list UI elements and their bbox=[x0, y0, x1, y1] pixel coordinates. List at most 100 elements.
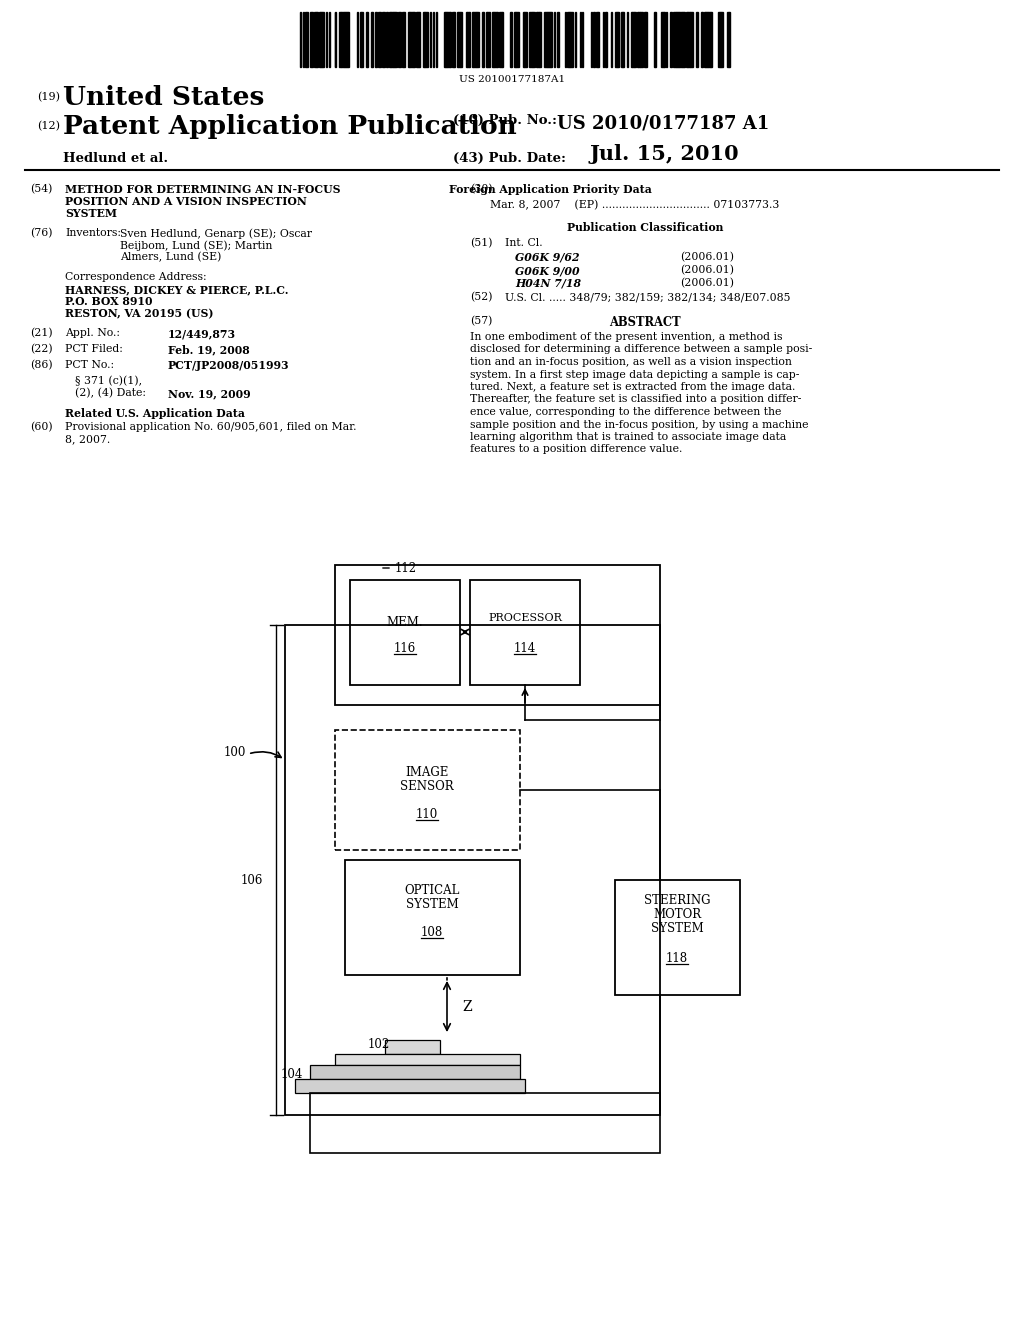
Bar bbox=[470, 579, 580, 685]
Bar bbox=[634, 12, 636, 67]
Text: (12): (12) bbox=[37, 121, 60, 131]
Text: ence value, corresponding to the difference between the: ence value, corresponding to the differe… bbox=[470, 407, 781, 417]
Bar bbox=[709, 12, 711, 67]
Bar bbox=[534, 12, 535, 67]
Text: OPTICAL: OPTICAL bbox=[404, 883, 460, 896]
Bar bbox=[310, 1065, 520, 1078]
Text: (2), (4) Date:: (2), (4) Date: bbox=[75, 388, 146, 399]
Bar bbox=[536, 12, 538, 67]
Text: tion and an in-focus position, as well as a vision inspection: tion and an in-focus position, as well a… bbox=[470, 356, 792, 367]
Bar bbox=[638, 12, 640, 67]
Bar bbox=[385, 1040, 440, 1053]
Bar bbox=[318, 12, 321, 67]
Text: (30): (30) bbox=[470, 183, 493, 194]
Text: (51): (51) bbox=[470, 238, 493, 248]
Text: In one embodiment of the present invention, a method is: In one embodiment of the present inventi… bbox=[470, 333, 782, 342]
Text: 112: 112 bbox=[395, 562, 417, 576]
Text: (2006.01): (2006.01) bbox=[680, 265, 734, 276]
Bar bbox=[335, 730, 520, 850]
Bar bbox=[453, 12, 454, 67]
Text: PCT No.:: PCT No.: bbox=[65, 360, 114, 370]
Bar bbox=[621, 12, 623, 67]
Bar bbox=[425, 12, 428, 67]
Text: § 371 (c)(1),: § 371 (c)(1), bbox=[75, 376, 142, 387]
Text: (57): (57) bbox=[470, 315, 493, 326]
Text: U.S. Cl. ..... 348/79; 382/159; 382/134; 348/E07.085: U.S. Cl. ..... 348/79; 382/159; 382/134;… bbox=[505, 292, 791, 302]
Text: PCT/JP2008/051993: PCT/JP2008/051993 bbox=[168, 360, 290, 371]
Text: (86): (86) bbox=[30, 360, 52, 371]
Bar bbox=[615, 880, 740, 995]
Text: 102: 102 bbox=[368, 1038, 390, 1051]
Bar bbox=[386, 12, 388, 67]
Bar bbox=[567, 12, 569, 67]
Text: Int. Cl.: Int. Cl. bbox=[505, 238, 543, 248]
Text: Correspondence Address:: Correspondence Address: bbox=[65, 272, 207, 282]
Bar bbox=[529, 12, 532, 67]
Bar bbox=[545, 12, 548, 67]
Text: 100: 100 bbox=[224, 746, 247, 759]
Text: (2006.01): (2006.01) bbox=[680, 279, 734, 288]
Text: HARNESS, DICKEY & PIERCE, P.L.C.: HARNESS, DICKEY & PIERCE, P.L.C. bbox=[65, 284, 289, 294]
Bar bbox=[679, 12, 682, 67]
Text: Almers, Lund (SE): Almers, Lund (SE) bbox=[120, 252, 221, 263]
Text: H04N 7/18: H04N 7/18 bbox=[515, 279, 582, 289]
Bar bbox=[378, 12, 381, 67]
Bar bbox=[295, 1078, 525, 1093]
Text: 114: 114 bbox=[514, 642, 537, 655]
Text: Provisional application No. 60/905,601, filed on Mar.: Provisional application No. 60/905,601, … bbox=[65, 422, 356, 432]
Bar bbox=[570, 12, 573, 67]
Bar bbox=[395, 12, 396, 67]
Text: Hedlund et al.: Hedlund et al. bbox=[63, 152, 168, 165]
Bar bbox=[495, 12, 497, 67]
Text: Thereafter, the feature set is classified into a position differ-: Thereafter, the feature set is classifie… bbox=[470, 395, 802, 404]
Text: United States: United States bbox=[63, 84, 264, 110]
Text: STEERING: STEERING bbox=[644, 894, 711, 907]
Text: (43) Pub. Date:: (43) Pub. Date: bbox=[453, 152, 566, 165]
Text: US 20100177187A1: US 20100177187A1 bbox=[459, 75, 565, 84]
Text: Foreign Application Priority Data: Foreign Application Priority Data bbox=[449, 183, 651, 195]
Bar bbox=[477, 12, 479, 67]
Text: system. In a first step image data depicting a sample is cap-: system. In a first step image data depic… bbox=[470, 370, 800, 380]
Bar bbox=[524, 12, 527, 67]
Text: Sven Hedlund, Genarp (SE); Oscar: Sven Hedlund, Genarp (SE); Oscar bbox=[120, 228, 312, 239]
Bar bbox=[413, 12, 414, 67]
Text: disclosed for determining a difference between a sample posi-: disclosed for determining a difference b… bbox=[470, 345, 812, 355]
Bar bbox=[360, 12, 362, 67]
Text: SYSTEM: SYSTEM bbox=[65, 209, 117, 219]
Text: (10) Pub. No.:: (10) Pub. No.: bbox=[453, 114, 557, 127]
Bar bbox=[596, 12, 598, 67]
Text: SYSTEM: SYSTEM bbox=[650, 921, 703, 935]
Bar bbox=[688, 12, 690, 67]
Text: tured. Next, a feature set is extracted from the image data.: tured. Next, a feature set is extracted … bbox=[470, 381, 796, 392]
Bar bbox=[402, 12, 406, 67]
Text: (52): (52) bbox=[470, 292, 493, 302]
Bar bbox=[467, 12, 469, 67]
Bar bbox=[510, 12, 511, 67]
Bar bbox=[345, 861, 520, 975]
Bar bbox=[557, 12, 559, 67]
Bar bbox=[499, 12, 502, 67]
Bar bbox=[473, 12, 475, 67]
Bar bbox=[350, 579, 460, 685]
Text: G06K 9/00: G06K 9/00 bbox=[515, 265, 580, 276]
Text: 118: 118 bbox=[666, 952, 688, 965]
Bar bbox=[720, 12, 721, 67]
Text: METHOD FOR DETERMINING AN IN-FOCUS: METHOD FOR DETERMINING AN IN-FOCUS bbox=[65, 183, 341, 195]
Bar bbox=[345, 12, 346, 67]
Bar bbox=[727, 12, 729, 67]
Text: (19): (19) bbox=[37, 92, 60, 103]
Text: (60): (60) bbox=[30, 422, 52, 433]
Text: POSITION AND A VISION INSPECTION: POSITION AND A VISION INSPECTION bbox=[65, 195, 307, 207]
Bar bbox=[458, 12, 460, 67]
Bar bbox=[323, 12, 324, 67]
Bar bbox=[690, 12, 693, 67]
Bar bbox=[670, 12, 672, 67]
Text: Z: Z bbox=[462, 1001, 472, 1014]
Text: Inventors:: Inventors: bbox=[65, 228, 121, 238]
Bar bbox=[410, 12, 413, 67]
Text: IMAGE: IMAGE bbox=[406, 766, 449, 779]
Text: (76): (76) bbox=[30, 228, 52, 239]
Text: 108: 108 bbox=[421, 925, 443, 939]
Text: G06K 9/62: G06K 9/62 bbox=[515, 252, 580, 263]
Text: MEM.: MEM. bbox=[387, 615, 423, 628]
